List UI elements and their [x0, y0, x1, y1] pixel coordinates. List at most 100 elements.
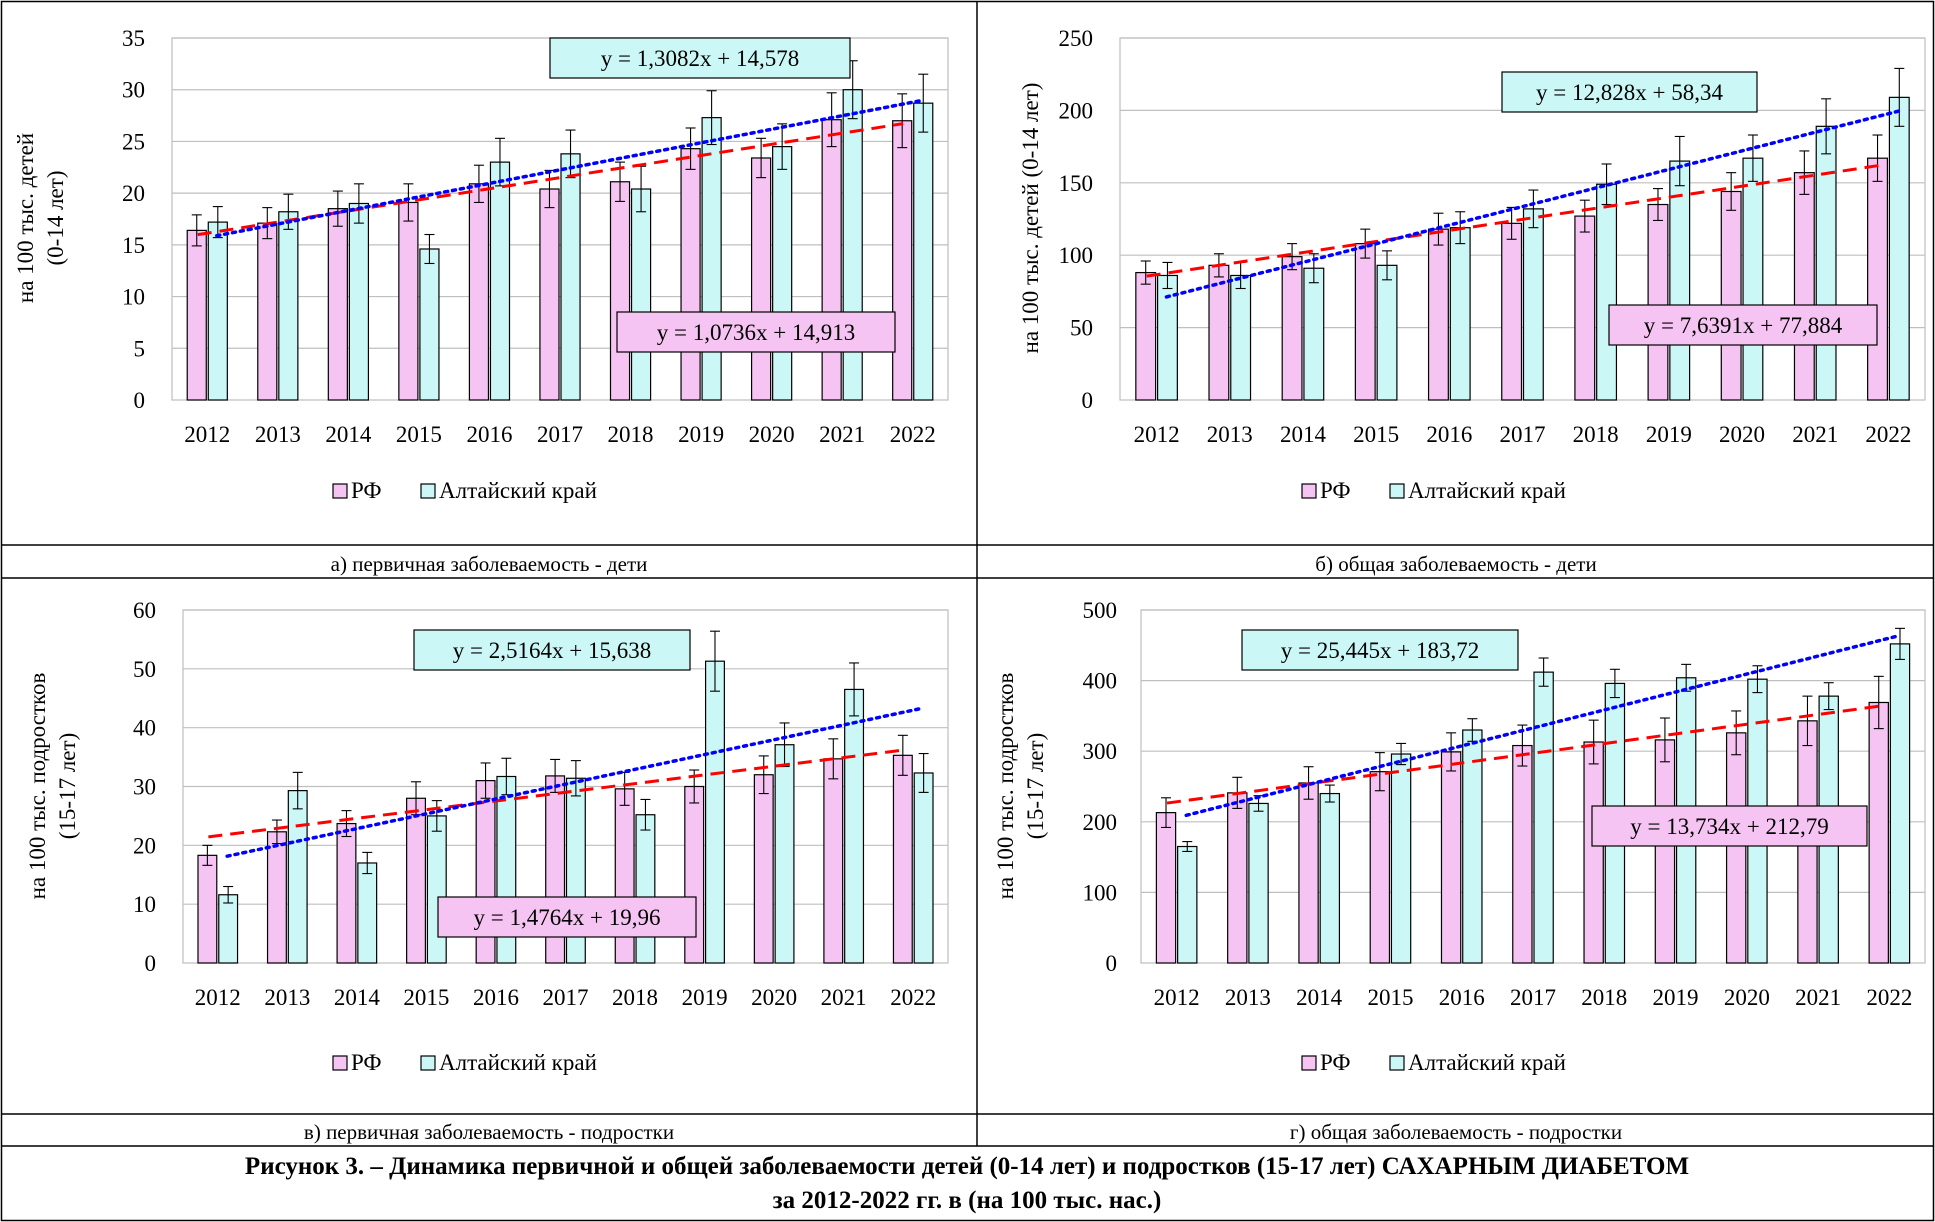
bar-rf — [609, 181, 631, 401]
legend: РФ Алтайский край — [332, 478, 597, 503]
equation-text: y = 1,0736x + 14,913 — [657, 320, 855, 345]
legend-swatch-rf — [332, 483, 348, 499]
x-tick-label: 2013 — [1225, 985, 1271, 1010]
legend-swatch-altai — [420, 1055, 436, 1071]
bar-rf — [680, 148, 701, 401]
charts-layer: 0 5 10 15 20 25 30 35 2012 2013 2014 2015 2016 2017 20… — [13, 26, 1926, 1075]
y-tick-label: 200 — [1083, 810, 1118, 835]
y-axis-label: на 100 тыс. детей (0-14 лет) — [13, 133, 68, 303]
y-tick-label: 15 — [122, 233, 145, 258]
x-tick-label: 2012 — [195, 985, 241, 1010]
bar-altai — [489, 161, 511, 401]
plot-area — [1119, 37, 1926, 401]
x-tick-label: 2016 — [1439, 985, 1485, 1010]
figure-caption-line1: Рисунок 3. – Динамика первичной и общей … — [244, 1153, 1690, 1180]
x-tick-label: 2016 — [466, 422, 512, 447]
bar-altai — [560, 153, 581, 401]
x-tick-label: 2019 — [682, 985, 728, 1010]
y-axis-label: на 100 тыс. подростков (15-17 лет) — [25, 672, 80, 899]
y-tick-label: 200 — [1059, 98, 1094, 123]
x-tick-label: 2017 — [543, 985, 589, 1010]
bar-altai — [1319, 792, 1341, 964]
bar-rf — [1155, 812, 1177, 964]
figure-caption-line2: за 2012-2022 гг. в (на 100 тыс. нас.) — [772, 1187, 1162, 1214]
y-axis-label: на 100 тыс. подростков (15-17 лет) — [993, 672, 1048, 899]
y-tick-label: 10 — [133, 892, 156, 917]
trendline-rf — [208, 748, 905, 839]
bar-altai — [704, 660, 725, 964]
x-tick-label: 2022 — [890, 422, 936, 447]
x-tick-label: 2012 — [1154, 985, 1200, 1010]
legend-label-rf: РФ — [351, 478, 382, 503]
x-tick-label: 2020 — [1724, 985, 1770, 1010]
chart-panel-0: 0 5 10 15 20 25 30 35 2012 2013 2014 2015 2016 2017 20… — [13, 26, 949, 503]
y-tick-label: 20 — [133, 833, 156, 858]
trend-equation-altai: y = 2,5164x + 15,638 — [413, 629, 691, 671]
trend-equation-altai: y = 1,3082x + 14,578 — [549, 37, 851, 79]
bar-altai — [774, 744, 795, 964]
plot-area — [1140, 609, 1926, 964]
bar-rf — [1501, 222, 1523, 401]
equation-box — [1501, 71, 1758, 113]
bar-altai — [701, 117, 722, 401]
trend-equation-rf: y = 1,4764x + 19,96 — [437, 896, 697, 938]
bar-altai — [630, 188, 652, 401]
legend-label-rf: РФ — [1320, 478, 1351, 503]
bar-altai — [1230, 274, 1252, 401]
legend: РФ Алтайский край — [1301, 1050, 1566, 1075]
bar-rf — [468, 183, 490, 401]
equation-text: y = 12,828x + 58,34 — [1536, 80, 1723, 105]
x-tick-label: 2013 — [255, 422, 301, 447]
equation-text: y = 25,445x + 183,72 — [1281, 638, 1479, 663]
bar-rf — [1583, 741, 1604, 964]
legend-swatch-altai — [1389, 1055, 1405, 1071]
y-tick-label: 100 — [1083, 880, 1118, 905]
bar-altai — [1303, 267, 1325, 401]
legend-swatch-altai — [1389, 483, 1405, 499]
y-tick-label: 50 — [133, 657, 156, 682]
legend-swatch-altai — [420, 483, 436, 499]
x-tick-label: 2017 — [1510, 985, 1556, 1010]
y-tick-label: 10 — [122, 285, 145, 310]
x-tick-label: 2018 — [608, 422, 654, 447]
bar-altai — [635, 814, 656, 964]
bar-rf — [1135, 271, 1157, 401]
bar-rf — [1725, 732, 1747, 964]
bar-rf — [266, 831, 287, 964]
y-tick-label: 400 — [1083, 669, 1118, 694]
chart-panel-1: 0 50 100 150 200 250 2012 2013 2014 2015 2016 2017 2… — [1018, 26, 1926, 503]
x-tick-label: 2014 — [334, 985, 381, 1010]
x-tick-label: 2015 — [1353, 422, 1399, 447]
trend-equation-rf: y = 13,734x + 212,79 — [1591, 805, 1868, 847]
x-tick-label: 2021 — [1795, 985, 1841, 1010]
y-axis-label-line: на 100 тыс. детей — [13, 133, 38, 303]
y-tick-label: 0 — [145, 951, 157, 976]
x-tick-label: 2012 — [1134, 422, 1180, 447]
bar-rf — [1867, 157, 1889, 401]
bar-altai — [218, 894, 239, 964]
bar-altai — [1177, 845, 1198, 964]
y-tick-label: 150 — [1059, 171, 1094, 196]
x-tick-label: 2019 — [678, 422, 724, 447]
legend-label-rf: РФ — [351, 1050, 382, 1075]
legend-swatch-rf — [1301, 1055, 1317, 1071]
y-tick-label: 35 — [122, 26, 145, 51]
x-tick-label: 2022 — [1866, 985, 1912, 1010]
x-tick-label: 2018 — [1581, 985, 1627, 1010]
bar-altai — [207, 221, 228, 401]
bar-altai — [1462, 729, 1483, 964]
legend-label-altai: Алтайский край — [439, 1050, 597, 1075]
bar-rf — [821, 119, 842, 401]
legend-label-altai: Алтайский край — [1408, 1050, 1566, 1075]
y-tick-label: 250 — [1059, 26, 1094, 51]
y-tick-label: 25 — [122, 129, 145, 154]
y-tick-label: 30 — [133, 775, 156, 800]
x-tick-label: 2014 — [325, 422, 372, 447]
bar-rf — [257, 222, 278, 401]
x-tick-label: 2022 — [890, 985, 936, 1010]
bar-altai — [913, 772, 934, 964]
x-tick-label: 2012 — [184, 422, 230, 447]
caption-b: б) общая заболеваемость - дети — [1315, 552, 1596, 576]
y-tick-label: 500 — [1083, 598, 1118, 623]
